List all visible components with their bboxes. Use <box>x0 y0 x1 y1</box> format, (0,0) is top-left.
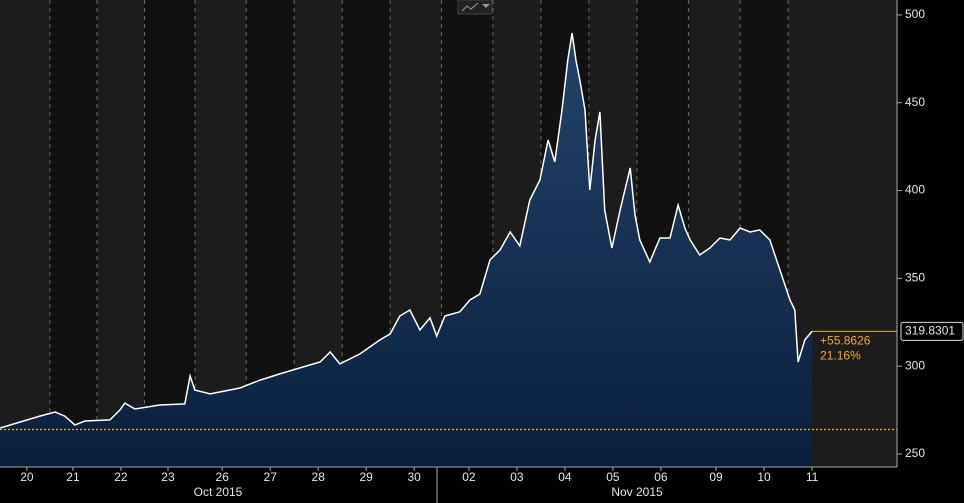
y-tick-label: 450 <box>905 95 925 109</box>
y-tick-label: 300 <box>905 358 925 372</box>
area <box>0 33 813 467</box>
y-tick-label: 400 <box>905 183 925 197</box>
y-tick-label: 350 <box>905 271 925 285</box>
day-band <box>0 0 50 467</box>
last-value-label: 319.8301 <box>905 324 955 338</box>
x-tick-label: 23 <box>161 470 175 484</box>
x-tick-label: 27 <box>264 470 278 484</box>
day-band <box>144 0 196 467</box>
x-tick-label: 02 <box>462 470 476 484</box>
x-tick-label: 22 <box>114 470 128 484</box>
x-tick-label: 04 <box>558 470 572 484</box>
x-tick-label: 05 <box>606 470 620 484</box>
y-tick-label: 250 <box>905 446 925 460</box>
x-tick-label: 20 <box>20 470 34 484</box>
month-label: Nov 2015 <box>611 485 663 499</box>
x-tick-label: 28 <box>312 470 326 484</box>
day-band <box>49 0 97 467</box>
x-tick-label: 06 <box>654 470 668 484</box>
chart-type-icon[interactable] <box>457 0 493 15</box>
x-tick-label: 26 <box>216 470 230 484</box>
x-tick-label: 10 <box>757 470 771 484</box>
x-tick-label: 21 <box>66 470 80 484</box>
line <box>0 32 813 429</box>
last-value-tag <box>900 321 964 341</box>
x-tick-label: 29 <box>360 470 374 484</box>
change-percent-label: 21.16% <box>820 349 861 363</box>
x-tick-label: 03 <box>510 470 524 484</box>
month-label: Oct 2015 <box>194 485 243 499</box>
day-band <box>96 0 145 467</box>
y-tick-label: 500 <box>905 7 925 21</box>
x-tick-label: 30 <box>408 470 422 484</box>
change-label: +55.8626 <box>820 334 871 348</box>
x-tick-label: 09 <box>709 470 723 484</box>
x-tick-label: 11 <box>806 470 819 484</box>
